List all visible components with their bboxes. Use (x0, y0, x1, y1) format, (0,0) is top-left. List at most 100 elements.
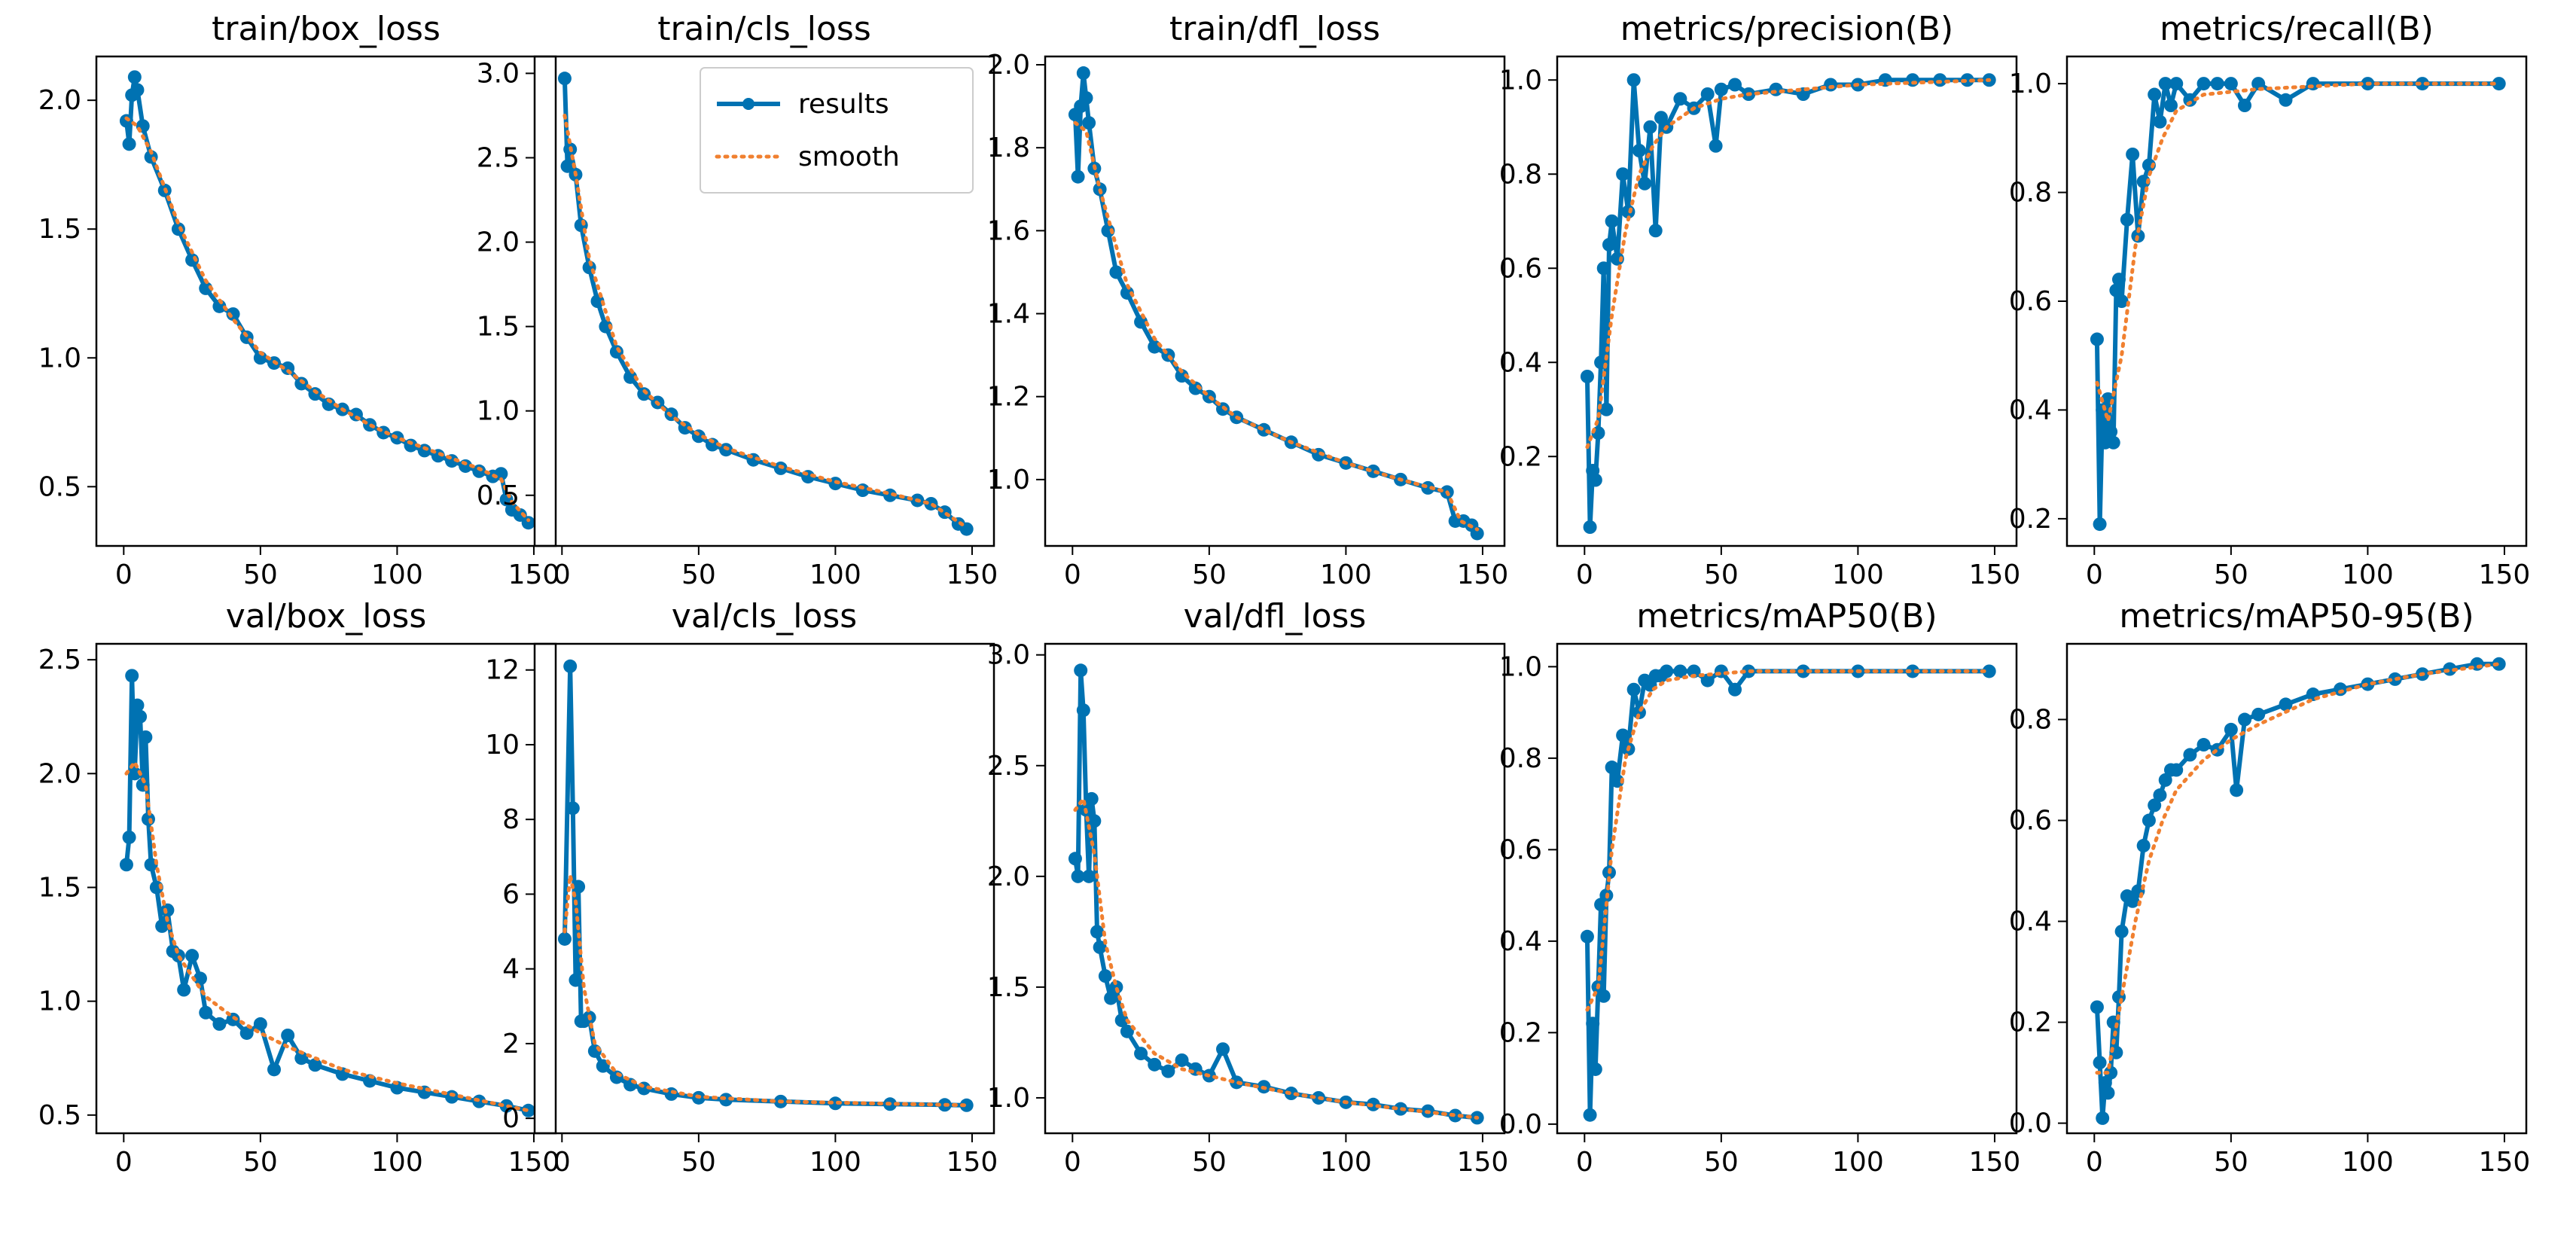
y-tick-label: 0.2 (1499, 1017, 1542, 1048)
val-dfl-loss-results-point (1284, 1087, 1298, 1101)
metrics-precision-b-results-point (1700, 87, 1715, 101)
x-tick-label: 0 (1576, 559, 1593, 590)
x-tick-label: 100 (2342, 559, 2394, 590)
x-tick-label: 150 (1969, 559, 2021, 590)
val-dfl-loss-results-point (1366, 1097, 1380, 1111)
val-dfl-loss-smooth-line (1073, 797, 1480, 1120)
val-box-loss-results-point (130, 698, 145, 712)
train-box-loss-results-point (199, 281, 213, 295)
val-box-loss-results-point (267, 1062, 282, 1077)
y-tick-label: 1.0 (987, 1083, 1030, 1114)
val-box-loss-results-point (139, 730, 153, 744)
y-tick-label: 0.4 (1499, 347, 1542, 378)
val-box-loss-results-point (160, 903, 175, 917)
train-box-loss-results-point (308, 387, 322, 401)
metrics-map50-b-results-line (1584, 669, 1989, 1117)
metrics-precision-b-panel: metrics/precision(B) 0 50 100 150 0.2 0.4 0.6 0.… (1499, 10, 2021, 590)
x-tick-label: 0 (1576, 1147, 1593, 1178)
y-tick-label: 1.2 (987, 382, 1030, 413)
y-tick-label: 2.5 (477, 142, 520, 173)
val-dfl-loss-results-point (1114, 1014, 1129, 1027)
metrics-recall-b-results-point (2111, 273, 2126, 287)
train-dfl-loss-results-point (1109, 265, 1123, 279)
y-tick-label: 0.8 (2009, 178, 2052, 209)
y-tick-label: 12 (485, 655, 520, 686)
metrics-precision-b-title: metrics/precision(B) (1620, 10, 1953, 48)
train-box-loss-results-point (417, 444, 431, 458)
legend-box (700, 67, 974, 194)
metrics-recall-b-smooth-line (2095, 81, 2501, 423)
metrics-recall-b-results-point (2306, 77, 2320, 91)
metrics-precision-b-results-point (1709, 139, 1723, 153)
val-dfl-loss-results-point (1109, 980, 1123, 994)
metrics-precision-b-results-point (1643, 120, 1657, 134)
metrics-precision-b-results-point (1610, 252, 1624, 266)
metrics-recall-b-results-point (2104, 425, 2118, 439)
metrics-recall-b-results-point (2210, 77, 2224, 91)
train-dfl-loss-results-point (1257, 422, 1271, 437)
metrics-recall-b-results-point (2148, 87, 2162, 102)
metrics-map50-b-results-point (1687, 664, 1701, 678)
val-box-loss-results-point (294, 1051, 309, 1066)
metrics-map50-95-b-results-point (2126, 894, 2140, 908)
metrics-precision-b-results-point (1580, 370, 1594, 383)
val-box-loss-results-point (390, 1081, 404, 1095)
metrics-map50-b-results-point (1616, 728, 1630, 742)
y-tick-label: 1.5 (987, 972, 1030, 1003)
val-cls-loss-results-point (563, 659, 578, 673)
y-tick-label: 1.0 (2009, 69, 2052, 99)
metrics-precision-b-results-point (1714, 82, 1728, 96)
legend-results-marker (742, 98, 755, 110)
y-tick-label: 1.0 (1499, 65, 1542, 96)
x-tick-label: 100 (1320, 1147, 1372, 1178)
x-tick-label: 0 (553, 1147, 571, 1178)
val-box-loss-results-point (281, 1029, 295, 1042)
x-tick-label: 150 (947, 559, 998, 590)
y-tick-label: 0.5 (38, 471, 81, 502)
metrics-recall-b-results-point (2158, 77, 2172, 91)
metrics-precision-b-results-point (1960, 73, 1974, 87)
metrics-map50-b-results-point (1588, 1062, 1602, 1076)
metrics-recall-b-results-point (2090, 332, 2104, 346)
x-tick-label: 50 (243, 1147, 278, 1178)
train-dfl-loss-panel: train/dfl_loss 0 50 100 150 1.0 1.2 1.4 1.6 1.8 2.… (987, 10, 1509, 590)
metrics-map50-95-b-results-point (2224, 722, 2238, 736)
metrics-recall-b-results-point (2126, 148, 2140, 161)
x-tick-label: 0 (1064, 1147, 1081, 1178)
val-dfl-loss-frame (1044, 642, 1506, 1135)
metrics-precision-b-results-point (1583, 520, 1597, 534)
y-tick-label: 6 (502, 879, 520, 910)
x-tick-label: 50 (2214, 559, 2248, 590)
metrics-map50-95-b-results-point (2279, 697, 2293, 712)
x-tick-label: 100 (1832, 1147, 1884, 1178)
y-tick-label: 0.4 (2009, 395, 2052, 425)
val-dfl-loss-results-point (1084, 791, 1099, 806)
train-dfl-loss-results-point (1470, 526, 1484, 541)
x-tick-label: 50 (1192, 559, 1227, 590)
metrics-map50-95-b-results-point (2251, 707, 2266, 721)
metrics-precision-b-results-point (1673, 92, 1687, 106)
metrics-map50-95-b-results-point (2334, 682, 2348, 697)
val-box-loss-results-point (119, 858, 133, 872)
metrics-map50-95-b-results-point (2101, 1086, 2115, 1100)
metrics-map50-b-smooth-line (1585, 669, 1992, 1012)
y-tick-label: 3.0 (987, 640, 1030, 671)
metrics-precision-b-results-point (1626, 73, 1641, 87)
legend-results-label: results (798, 89, 889, 120)
train-box-loss-results-point (122, 137, 136, 151)
train-cls-loss-results-point (599, 319, 613, 334)
x-tick-label: 0 (2086, 559, 2103, 590)
y-tick-label: 0.6 (1499, 253, 1542, 284)
val-cls-loss-frame (533, 642, 995, 1135)
val-box-loss-results-point (308, 1058, 322, 1072)
metrics-map50-b-results-point (1586, 1017, 1600, 1031)
val-cls-loss-results-point (596, 1059, 610, 1073)
val-box-loss-results-point (521, 1103, 535, 1117)
y-tick-label: 1.5 (38, 214, 81, 245)
val-cls-loss-results-point (623, 1078, 638, 1092)
train-box-loss-panel: train/box_loss 0 50 100 150 0.5 1.0 1.5 2.0 (38, 10, 560, 590)
metrics-map50-95-b-frame (2065, 642, 2528, 1135)
x-tick-label: 50 (243, 559, 278, 590)
metrics-map50-b-results-point (1673, 664, 1687, 678)
train-dfl-loss-smooth-line (1073, 120, 1480, 532)
